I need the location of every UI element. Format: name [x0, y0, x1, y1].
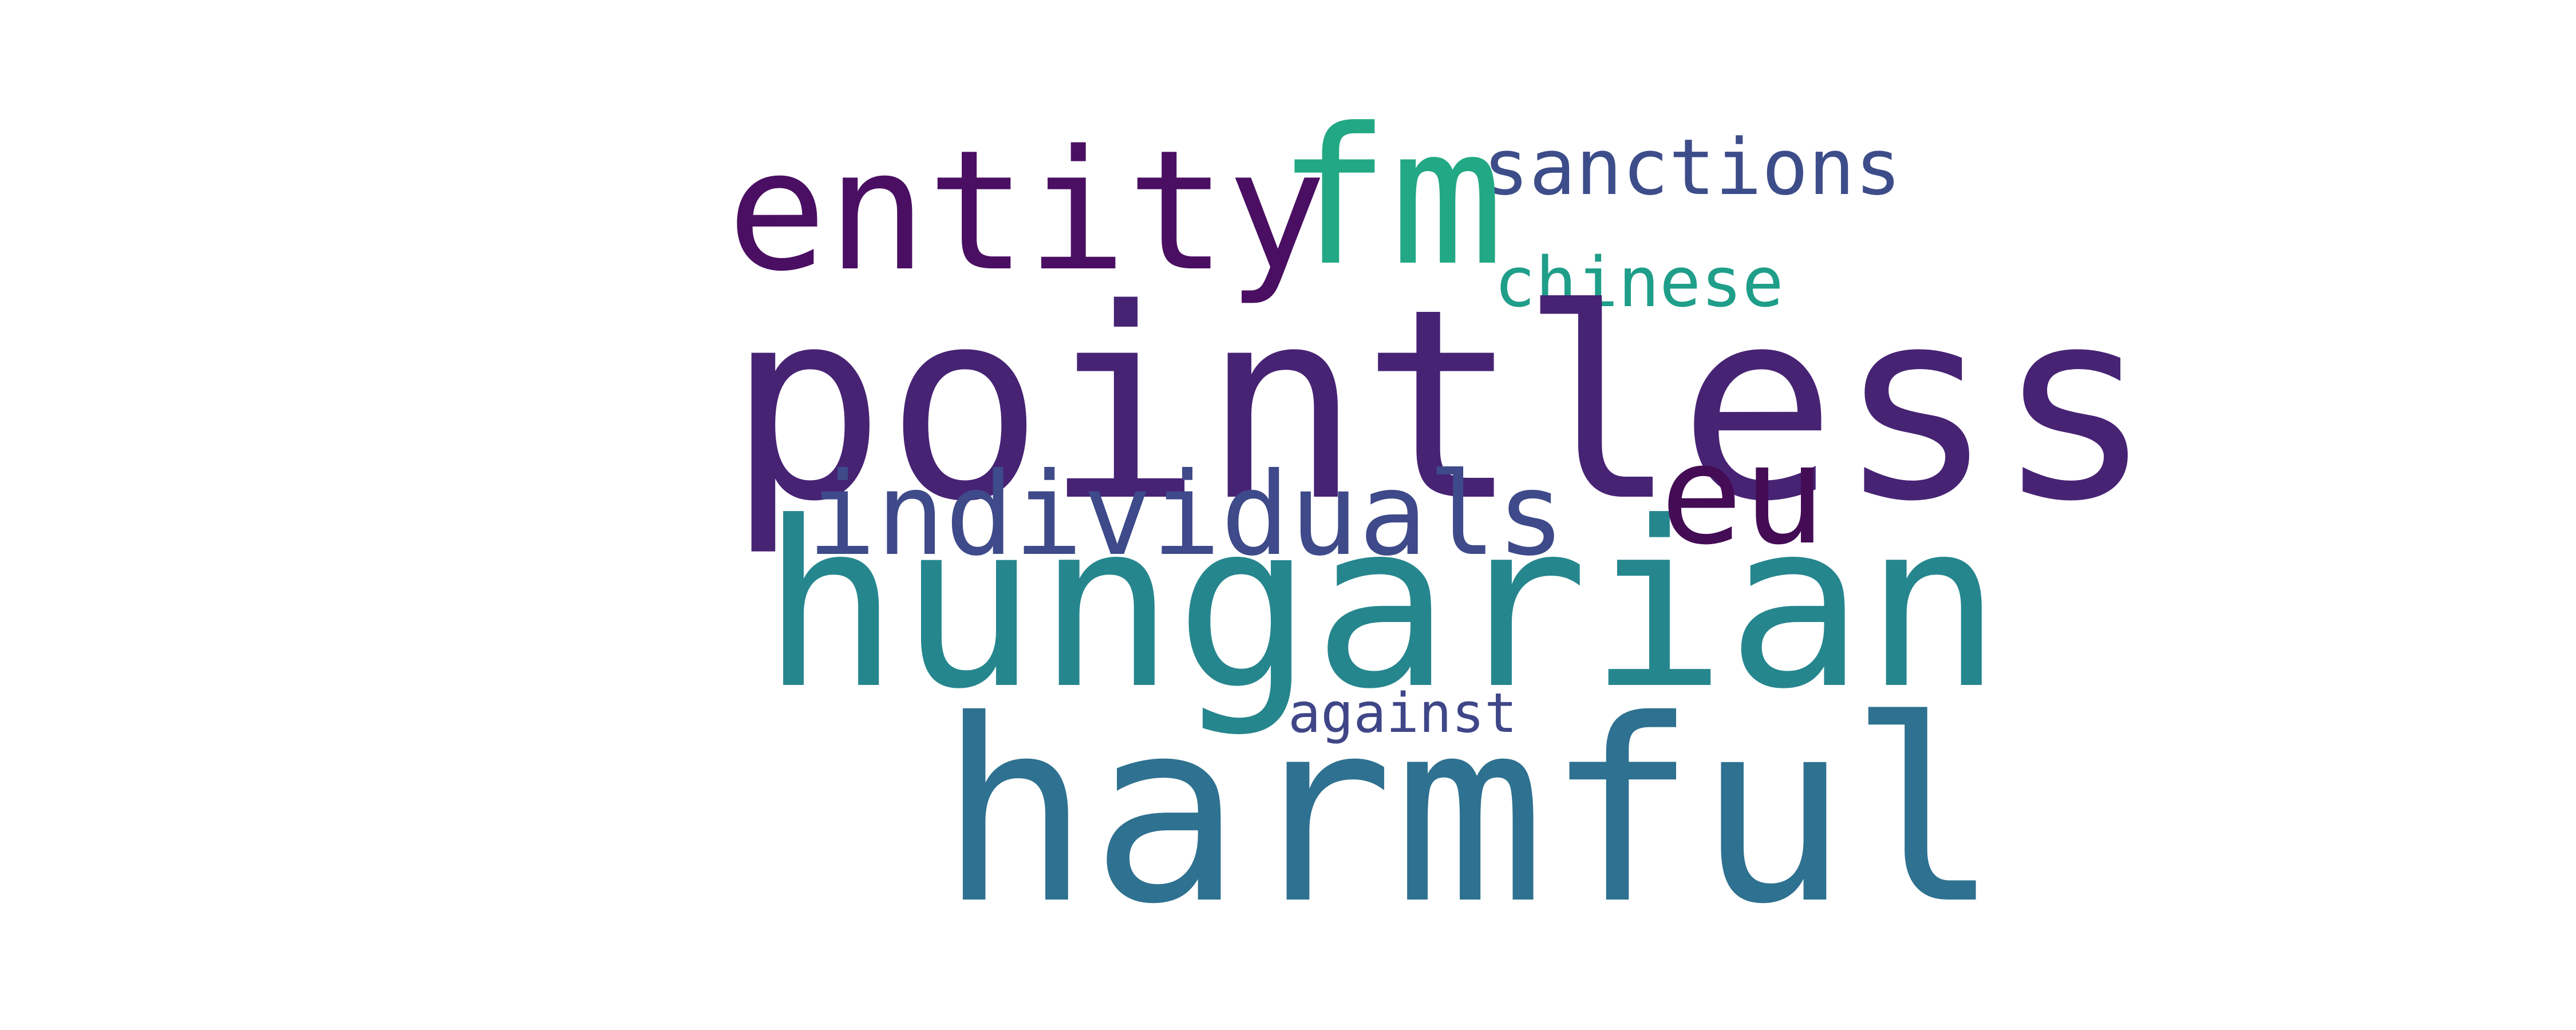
word-chinese: chinese	[1494, 243, 1784, 323]
word-fm: fm	[1277, 88, 1504, 307]
word-individuals: individuals	[807, 448, 1566, 581]
word-harmful: harmful	[939, 666, 2001, 959]
word-pointless: pointless	[727, 253, 2154, 559]
word-sanctions: sanctions	[1483, 122, 1902, 212]
word-hungarian: hungarian	[761, 473, 2002, 739]
word-eu: eu	[1660, 415, 1826, 575]
word-against: against	[1288, 682, 1518, 745]
word-entity: entity	[727, 115, 1327, 308]
